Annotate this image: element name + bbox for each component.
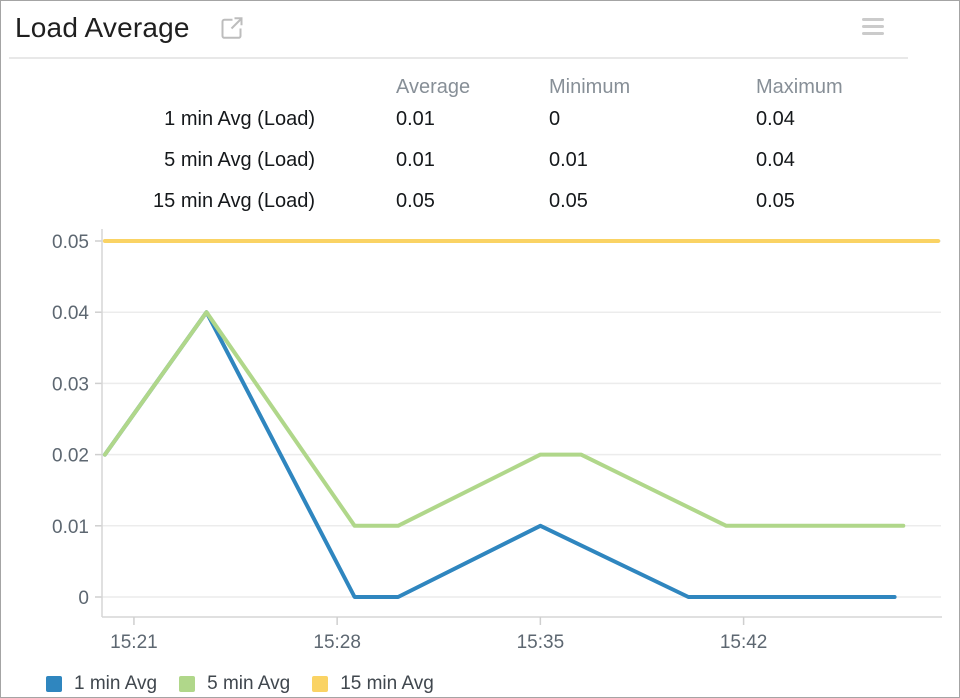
row-maximum-value: 0.05 [756, 190, 795, 212]
row-label: 15 min Avg (Load) [153, 190, 315, 212]
table-row: 5 min Avg (Load) 0.01 0.01 0.04 [1, 148, 959, 172]
row-average-value: 0.01 [396, 149, 435, 171]
legend-label: 15 min Avg [340, 673, 434, 694]
legend-label: 1 min Avg [74, 673, 158, 694]
table-row: 1 min Avg (Load) 0.01 0 0.04 [1, 107, 959, 131]
y-axis-label: 0.05 [52, 232, 89, 253]
header-divider [9, 57, 908, 59]
x-axis-label: 15:42 [720, 632, 768, 653]
y-axis-label: 0.04 [52, 303, 89, 324]
legend-swatch-icon [179, 676, 196, 692]
x-axis-label: 15:35 [517, 632, 565, 653]
series-line-5-min-avg [102, 310, 906, 528]
hamburger-menu-icon[interactable] [862, 18, 886, 36]
chart-legend: 1 min Avg 5 min Avg 15 min Avg [46, 669, 456, 697]
y-axis-label: 0.01 [52, 517, 89, 538]
y-axis-label: 0 [78, 588, 89, 609]
legend-swatch-icon [312, 676, 329, 692]
stats-header-row: Average Minimum Maximum [1, 75, 959, 99]
col-header-average: Average [396, 76, 471, 98]
widget-title: Load Average [15, 12, 190, 43]
col-header-maximum: Maximum [756, 76, 843, 98]
row-maximum-value: 0.04 [756, 149, 795, 171]
y-axis-label: 0.03 [52, 374, 89, 395]
legend-swatch-icon [46, 676, 62, 692]
load-chart: 0 0.01 0.02 0.03 0.04 0.05 15:21 15:28 15:35 15:4… [52, 229, 942, 653]
legend-item-1-min-avg[interactable]: 1 min Avg [46, 669, 158, 697]
legend-item-5-min-avg[interactable]: 5 min Avg [179, 669, 291, 697]
table-row: 15 min Avg (Load) 0.05 0.05 0.05 [1, 189, 959, 213]
x-axis-label: 15:21 [110, 632, 158, 653]
row-label: 5 min Avg (Load) [164, 149, 315, 171]
row-minimum-value: 0.05 [549, 190, 588, 212]
row-label: 1 min Avg (Load) [164, 108, 315, 130]
x-axis-label: 15:28 [313, 632, 361, 653]
col-header-minimum: Minimum [549, 76, 631, 98]
external-link-icon[interactable] [218, 15, 245, 42]
row-minimum-value: 0 [549, 108, 561, 130]
row-average-value: 0.05 [396, 190, 435, 212]
legend-label: 5 min Avg [207, 673, 291, 694]
row-maximum-value: 0.04 [756, 108, 795, 130]
row-minimum-value: 0.01 [549, 149, 588, 171]
legend-item-15-min-avg[interactable]: 15 min Avg [312, 669, 434, 697]
row-average-value: 0.01 [396, 108, 435, 130]
y-axis-label: 0.02 [52, 446, 89, 467]
